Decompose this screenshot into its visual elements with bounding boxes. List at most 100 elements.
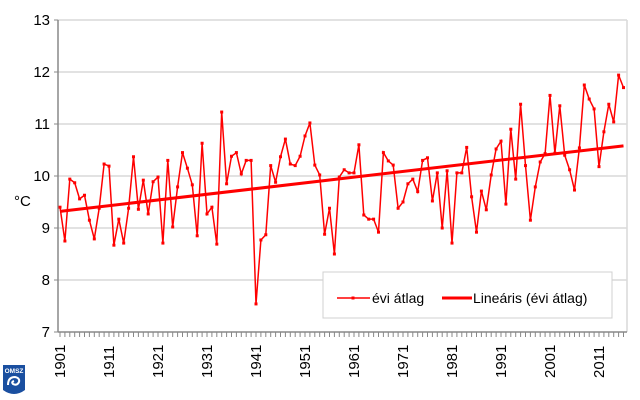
data-point (381, 151, 385, 155)
data-point (259, 238, 263, 242)
data-point (181, 151, 184, 155)
data-point (470, 195, 474, 199)
data-point (391, 163, 395, 167)
data-point (524, 164, 527, 168)
data-point (440, 226, 444, 230)
data-point (406, 182, 410, 186)
data-point (225, 182, 229, 186)
legend-box (322, 271, 613, 319)
data-point (102, 162, 106, 166)
x-tick-label: 1921 (150, 345, 167, 378)
data-point (416, 190, 420, 194)
legend-label-trend: Lineáris (évi átlag) (473, 290, 587, 306)
data-point (323, 232, 327, 236)
data-point (244, 158, 248, 162)
data-point (342, 168, 346, 172)
data-point (132, 155, 135, 159)
x-tick-label: 1991 (493, 345, 510, 378)
x-tick-label: 1931 (199, 345, 216, 378)
data-point (68, 177, 72, 181)
trend-line-path (59, 144, 624, 213)
data-point (484, 208, 488, 212)
data-point (430, 199, 434, 203)
data-point (479, 189, 483, 193)
data-point (151, 180, 155, 184)
data-point (195, 234, 199, 238)
data-point (367, 217, 371, 221)
x-tick-label: 1911 (101, 346, 118, 378)
data-point (215, 242, 219, 246)
data-point (504, 202, 508, 206)
data-point (357, 143, 361, 147)
data-point (117, 217, 121, 221)
legend: évi átlag Lineáris (évi átlag) (322, 271, 613, 319)
data-point (597, 165, 601, 169)
data-point (220, 110, 224, 114)
data-point (269, 164, 273, 168)
y-tick-label: 11 (34, 116, 50, 133)
series-evi-atlag (58, 73, 625, 306)
data-point (83, 193, 86, 197)
y-axis-label: °C (14, 193, 31, 210)
data-point (293, 164, 297, 168)
data-point (362, 213, 366, 217)
data-point (612, 120, 616, 124)
data-point (592, 107, 596, 111)
data-point (318, 173, 322, 177)
data-point (63, 239, 67, 243)
data-point (171, 225, 175, 229)
data-point (377, 230, 380, 234)
data-point (411, 177, 415, 181)
data-point (205, 212, 209, 216)
data-point (514, 177, 518, 181)
data-point (563, 153, 567, 157)
data-point (234, 151, 238, 155)
data-point (146, 212, 150, 216)
data-point (161, 241, 165, 245)
data-point (328, 206, 331, 210)
data-point (58, 205, 62, 209)
data-point (602, 130, 606, 134)
y-tick-label: 9 (42, 220, 50, 237)
data-point (489, 173, 493, 177)
x-tick-label: 1961 (346, 345, 363, 378)
data-point (112, 243, 116, 247)
data-point (87, 218, 91, 222)
data-point (465, 145, 469, 149)
data-point (283, 137, 287, 141)
data-point (279, 155, 282, 159)
x-tick-label: 1901 (52, 345, 69, 378)
data-point (509, 127, 513, 131)
y-tick-label: 7 (42, 324, 50, 341)
data-point (352, 171, 356, 175)
data-point (239, 172, 243, 176)
data-point (122, 241, 126, 245)
legend-label-series: évi átlag (372, 290, 424, 306)
data-point (528, 218, 532, 222)
data-point (332, 252, 336, 256)
y-tick-labels: 7 8 9 10 11 12 13 (33, 12, 50, 341)
x-tick-label: 2001 (542, 345, 559, 378)
data-point (200, 141, 204, 145)
data-point (450, 241, 454, 245)
data-point (553, 151, 557, 155)
data-point (176, 185, 180, 189)
data-point (303, 134, 307, 138)
series-line (59, 74, 625, 304)
data-point (185, 166, 189, 170)
data-point (617, 73, 621, 77)
data-point (230, 154, 233, 158)
y-tick-label: 12 (33, 64, 50, 81)
data-point (274, 180, 278, 184)
data-point (337, 175, 341, 179)
data-point (372, 217, 376, 221)
data-point (190, 183, 194, 187)
data-point (308, 121, 312, 125)
data-point (107, 164, 111, 168)
data-point (573, 188, 576, 192)
data-point (538, 160, 542, 164)
x-tick-label: 1981 (444, 345, 461, 378)
data-point (136, 207, 140, 211)
data-point (78, 197, 82, 201)
